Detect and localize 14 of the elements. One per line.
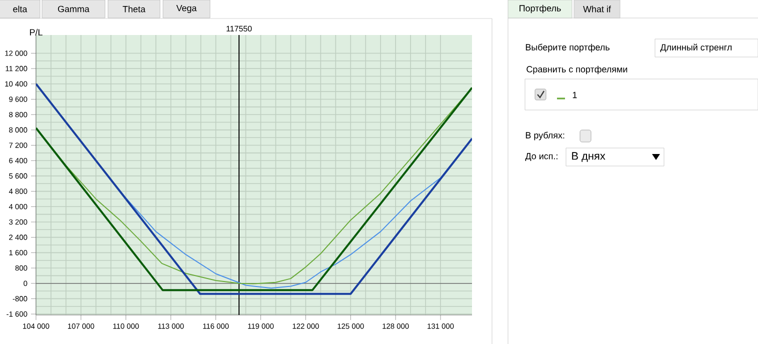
text: Сравнить с портфелями — [526, 66, 628, 74]
text: Gamma — [58, 6, 90, 12]
text: В днях — [572, 152, 606, 162]
text: До исп.: — [525, 153, 558, 161]
text: Выберите портфель — [526, 44, 610, 52]
text: elta — [13, 6, 28, 12]
text: Портфель — [520, 4, 561, 14]
text: Длинный стренгл — [660, 44, 732, 52]
text: Vega — [176, 4, 197, 14]
text: Theta — [122, 6, 146, 12]
y-axis-title: P/L — [30, 28, 42, 36]
text: 1 — [572, 92, 577, 98]
text: What if — [583, 6, 611, 12]
text: В рублях: — [526, 132, 564, 140]
